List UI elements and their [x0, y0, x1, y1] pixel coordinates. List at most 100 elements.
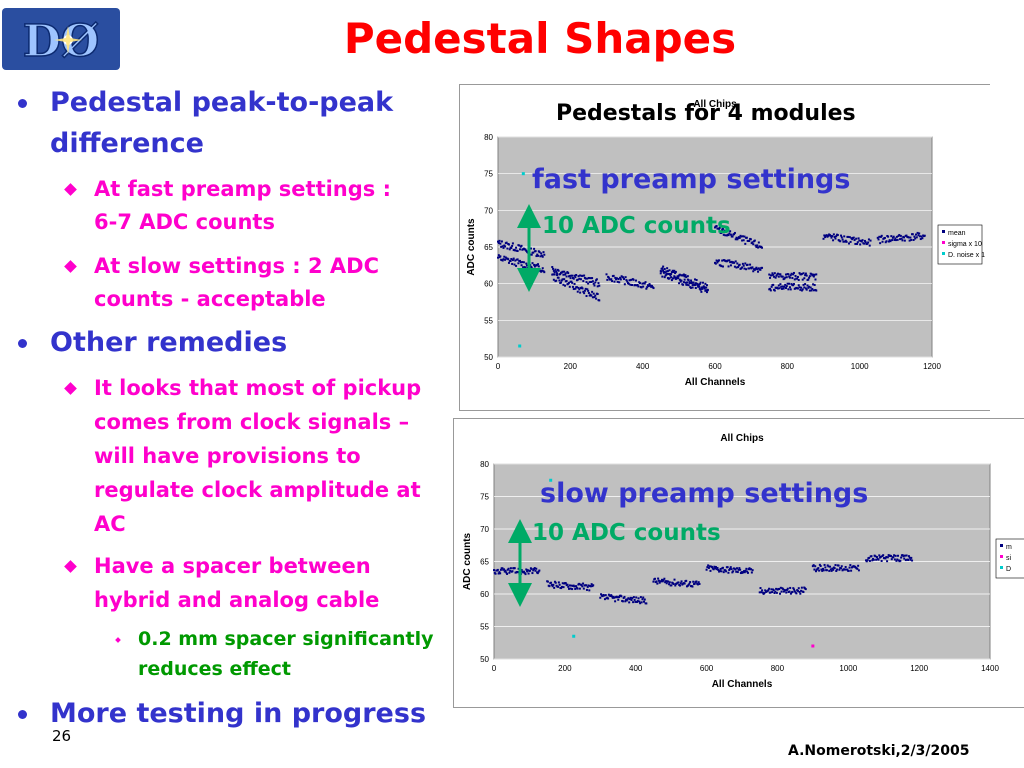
- data-point: [637, 285, 640, 288]
- data-point: [774, 276, 777, 279]
- data-point: [592, 282, 595, 285]
- adc-counts-label-slow: 10 ADC counts: [532, 520, 721, 546]
- data-point: [581, 585, 584, 588]
- data-point: [661, 578, 664, 581]
- data-point: [657, 579, 660, 582]
- data-point: [898, 233, 901, 236]
- data-point: [567, 585, 570, 588]
- data-point: [514, 259, 517, 262]
- data-point: [563, 278, 566, 281]
- data-point: [814, 278, 817, 281]
- data-point: [682, 274, 685, 277]
- data-point: [793, 588, 796, 591]
- data-point: [703, 287, 706, 290]
- data-point: [687, 583, 690, 586]
- data-point: [707, 566, 710, 569]
- data-point: [557, 585, 560, 588]
- data-point: [921, 237, 924, 240]
- data-point: [670, 276, 673, 279]
- data-point: [582, 587, 585, 590]
- data-point: [818, 569, 821, 572]
- data-point: [899, 559, 902, 562]
- data-point: [772, 273, 775, 276]
- data-point: [571, 285, 574, 288]
- data-point: [754, 244, 757, 247]
- data-point: [752, 243, 755, 246]
- data-point: [600, 593, 603, 596]
- data-point: [827, 234, 830, 237]
- data-point: [613, 596, 616, 599]
- x-tick-label: 400: [629, 664, 643, 673]
- data-point: [598, 284, 601, 287]
- bullet-2-sub-1-line-3: will have provisions to: [94, 444, 361, 468]
- data-point: [704, 282, 707, 285]
- data-point: [722, 571, 725, 574]
- data-point: [736, 571, 739, 574]
- data-point: [746, 571, 749, 574]
- data-point: [706, 288, 709, 291]
- data-point: [628, 601, 631, 604]
- data-point: [498, 239, 501, 242]
- data-point: [803, 286, 806, 289]
- data-point: [797, 284, 800, 287]
- data-point: [508, 571, 511, 574]
- x-tick-label: 200: [558, 664, 572, 673]
- data-point: [692, 281, 695, 284]
- bullet-1-sub-2-line-1: At slow settings : 2 ADC: [94, 254, 379, 278]
- author-footer: A.Nomerotski,2/3/2005: [788, 743, 970, 759]
- data-point: [513, 567, 516, 570]
- data-point: [587, 282, 590, 285]
- data-point: [885, 240, 888, 243]
- data-point: [497, 241, 500, 244]
- data-point: [652, 580, 655, 583]
- data-point: [823, 563, 826, 566]
- data-point: [774, 590, 777, 593]
- data-point: [810, 289, 813, 292]
- data-point: [812, 289, 815, 292]
- data-point: [675, 277, 678, 280]
- data-point: [738, 567, 741, 570]
- data-point: [729, 230, 732, 233]
- data-point: [909, 558, 912, 561]
- data-point: [524, 266, 527, 269]
- data-point: [769, 287, 772, 290]
- data-point: [548, 585, 551, 588]
- data-point: [729, 233, 732, 236]
- data-point: [576, 587, 579, 590]
- data-point: [529, 569, 532, 572]
- y-tick-label: 60: [484, 280, 493, 289]
- data-point: [562, 273, 565, 276]
- data-point: [893, 238, 896, 241]
- data-point: [576, 290, 579, 293]
- data-point: [617, 598, 620, 601]
- data-point: [660, 270, 663, 273]
- data-point: [775, 591, 778, 594]
- sub-bullet-diamond-icon: [64, 260, 77, 273]
- data-point: [901, 239, 904, 242]
- data-point: [771, 272, 774, 275]
- data-point: [588, 589, 591, 592]
- data-point: [879, 555, 882, 558]
- data-point: [746, 263, 749, 266]
- data-point: [726, 259, 729, 262]
- data-point: [899, 238, 902, 241]
- data-point: [848, 242, 851, 245]
- data-point: [914, 237, 917, 240]
- data-point: [746, 570, 749, 573]
- data-point: [800, 289, 803, 292]
- data-point: [728, 568, 731, 571]
- data-point: [587, 289, 590, 292]
- data-point: [860, 240, 863, 243]
- data-point: [727, 571, 730, 574]
- data-point: [694, 284, 697, 287]
- data-point: [586, 277, 589, 280]
- data-point: [733, 233, 736, 236]
- data-point: [688, 281, 691, 284]
- data-point: [748, 267, 751, 270]
- data-point: [542, 251, 545, 254]
- data-point: [811, 644, 815, 648]
- data-point: [786, 588, 789, 591]
- data-point: [899, 234, 902, 237]
- slide-number: 26: [52, 727, 72, 745]
- data-point: [886, 560, 889, 563]
